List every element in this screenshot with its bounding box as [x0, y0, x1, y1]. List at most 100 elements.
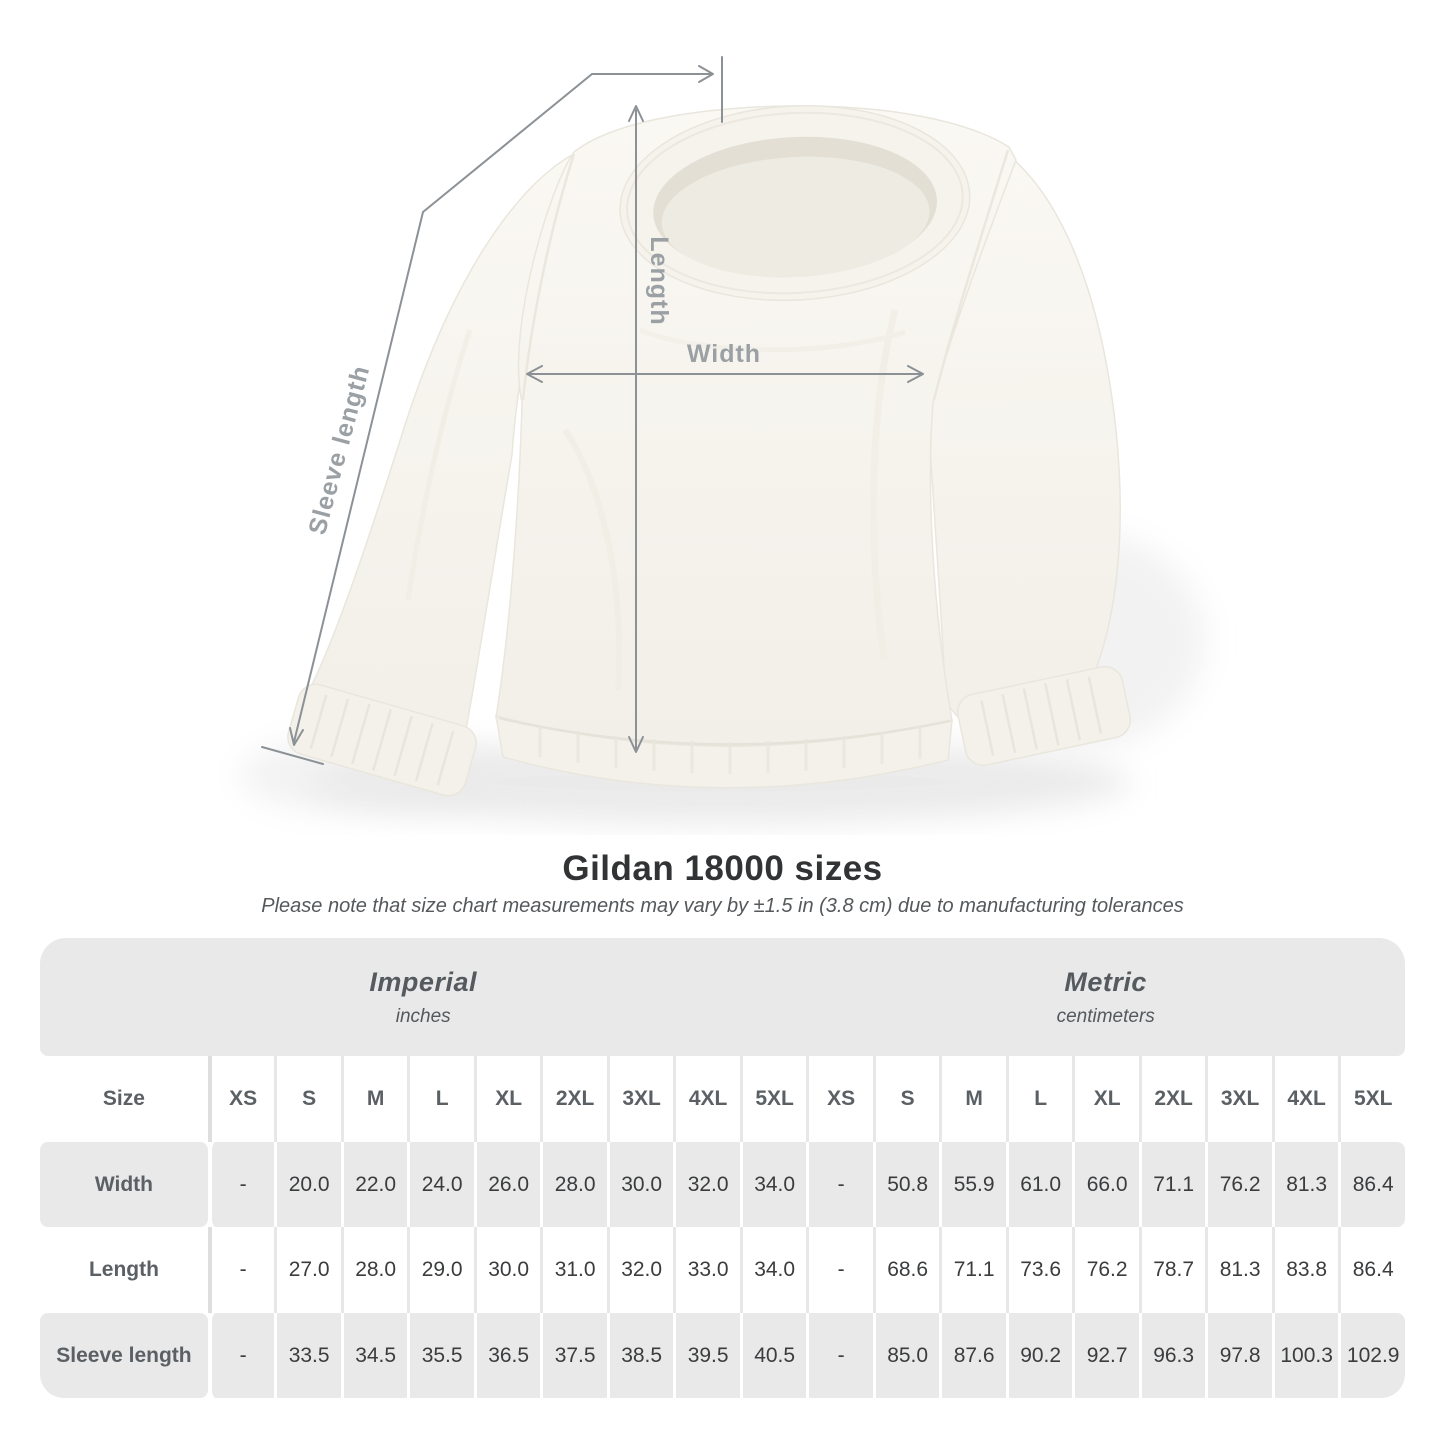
length-arrow-up — [628, 105, 644, 122]
sleeve-measure-diagonal — [293, 73, 593, 743]
tolerance-note: Please note that size chart measurements… — [261, 895, 1184, 917]
length-measure-label: Length — [645, 236, 673, 325]
width-metric-4xl: 81.3 — [1271, 1142, 1339, 1227]
width-imperial-2xl: 28.0 — [540, 1142, 607, 1227]
width-arrow-left — [526, 365, 543, 383]
sleeve-imperial-l: 35.5 — [407, 1313, 474, 1398]
sleeve-arrow-right — [698, 65, 714, 83]
sleeve-metric-4xl: 100.3 — [1271, 1313, 1339, 1398]
width-imperial-xl: 26.0 — [473, 1142, 541, 1227]
waistband-ribs — [538, 725, 922, 774]
measurement-lines — [261, 56, 924, 765]
width-metric-xl: 66.0 — [1072, 1142, 1139, 1227]
sleeve-metric-2xl: 96.3 — [1138, 1313, 1206, 1398]
sleeve-imperial-3xl: 38.5 — [606, 1313, 674, 1398]
width-metric-2xl: 71.1 — [1138, 1142, 1206, 1227]
cuff-tick — [261, 746, 324, 765]
imperial-unit-label: inches — [395, 1005, 451, 1027]
size-col-header-s-metric: S — [872, 1056, 940, 1142]
sleeve-metric-5xl: 102.9 — [1338, 1313, 1405, 1398]
width-imperial-5xl: 34.0 — [739, 1142, 807, 1227]
waistband — [495, 714, 953, 789]
length-arrow-down — [628, 736, 644, 753]
width-metric-l: 61.0 — [1005, 1142, 1073, 1227]
sleeve-imperial-4xl: 39.5 — [673, 1313, 740, 1398]
length-imperial-2xl: 31.0 — [540, 1227, 607, 1313]
sweatshirt — [287, 104, 1132, 797]
left-cuff — [287, 683, 477, 797]
sleeve-imperial-2xl: 37.5 — [540, 1313, 607, 1398]
sleeve-imperial-s: 33.5 — [274, 1313, 341, 1398]
size-table: Imperial inches Metric centimeters Size … — [40, 938, 1405, 1398]
size-col-header-l-metric: L — [1005, 1056, 1073, 1142]
size-col-header-2xl-metric: 2XL — [1138, 1056, 1206, 1142]
metric-group-header: Metric centimeters — [806, 938, 1405, 1056]
width-arrow-right — [907, 365, 924, 383]
sleeve-arrow-end — [289, 727, 304, 746]
length-metric-s: 68.6 — [872, 1227, 940, 1313]
length-metric-4xl: 83.8 — [1271, 1227, 1339, 1313]
size-col-header-xs: XS — [207, 1056, 275, 1142]
seams — [521, 149, 1010, 401]
width-imperial-3xl: 30.0 — [606, 1142, 674, 1227]
sleeve-metric-m: 87.6 — [939, 1313, 1006, 1398]
sleeve-imperial-m: 34.5 — [340, 1313, 408, 1398]
length-imperial-xs: - — [207, 1227, 275, 1313]
row-label-length: Length — [40, 1227, 208, 1313]
width-metric-m: 55.9 — [939, 1142, 1006, 1227]
length-metric-m: 71.1 — [939, 1227, 1006, 1313]
imperial-group-header: Imperial inches — [40, 938, 807, 1056]
width-imperial-m: 22.0 — [340, 1142, 408, 1227]
metric-unit-label: centimeters — [1056, 1005, 1155, 1027]
sleeve-length-row: Sleeve length - 33.5 34.5 35.5 36.5 37.5… — [40, 1313, 1405, 1398]
size-col-header-m-metric: M — [939, 1056, 1006, 1142]
length-metric-xs: - — [806, 1227, 873, 1313]
row-label-width: Width — [40, 1142, 208, 1227]
sleeve-metric-xl: 92.7 — [1072, 1313, 1139, 1398]
length-imperial-3xl: 32.0 — [606, 1227, 674, 1313]
size-col-header-5xl-metric: 5XL — [1338, 1056, 1405, 1142]
size-col-header-3xl-metric: 3XL — [1205, 1056, 1272, 1142]
length-imperial-m: 28.0 — [340, 1227, 408, 1313]
sleeve-metric-xs: - — [806, 1313, 873, 1398]
width-measure-label: Width — [687, 340, 761, 368]
size-header-row: Size XS S M L XL 2XL 3XL 4XL 5XL XS S M … — [40, 1056, 1405, 1142]
length-imperial-s: 27.0 — [274, 1227, 341, 1313]
sleeve-metric-3xl: 97.8 — [1205, 1313, 1272, 1398]
width-metric-s: 50.8 — [872, 1142, 940, 1227]
width-metric-xs: - — [806, 1142, 873, 1227]
size-col-header-3xl: 3XL — [606, 1056, 674, 1142]
size-col-header-5xl: 5XL — [739, 1056, 807, 1142]
size-col-header-xl-metric: XL — [1072, 1056, 1139, 1142]
sleeve-imperial-5xl: 40.5 — [739, 1313, 807, 1398]
length-imperial-xl: 30.0 — [473, 1227, 541, 1313]
size-col-header-s: S — [274, 1056, 341, 1142]
right-cuff — [956, 665, 1132, 767]
width-metric-5xl: 86.4 — [1338, 1142, 1405, 1227]
row-label-sleeve-length: Sleeve length — [40, 1313, 208, 1398]
sleeve-imperial-xl: 36.5 — [473, 1313, 541, 1398]
length-metric-5xl: 86.4 — [1338, 1227, 1405, 1313]
length-metric-l: 73.6 — [1005, 1227, 1073, 1313]
sleeve-metric-s: 85.0 — [872, 1313, 940, 1398]
size-col-header-m: M — [340, 1056, 408, 1142]
length-imperial-4xl: 33.0 — [673, 1227, 740, 1313]
size-col-header-xs-metric: XS — [806, 1056, 873, 1142]
length-metric-3xl: 81.3 — [1205, 1227, 1272, 1313]
size-col-header-2xl: 2XL — [540, 1056, 607, 1142]
sleeve-imperial-xs: - — [207, 1313, 275, 1398]
product-diagram: Width Length Sleeve length — [240, 56, 1205, 824]
imperial-label: Imperial — [369, 966, 477, 997]
size-col-header-l: L — [407, 1056, 474, 1142]
size-table-wrapper: Imperial inches Metric centimeters Size … — [40, 938, 1405, 1398]
length-imperial-l: 29.0 — [407, 1227, 474, 1313]
width-metric-3xl: 76.2 — [1205, 1142, 1272, 1227]
width-imperial-s: 20.0 — [274, 1142, 341, 1227]
collar — [619, 104, 971, 302]
size-col-header-4xl: 4XL — [673, 1056, 740, 1142]
length-metric-2xl: 78.7 — [1138, 1227, 1206, 1313]
width-imperial-l: 24.0 — [407, 1142, 474, 1227]
waistband-seam — [498, 716, 951, 746]
length-imperial-5xl: 34.0 — [739, 1227, 807, 1313]
width-imperial-4xl: 32.0 — [673, 1142, 740, 1227]
